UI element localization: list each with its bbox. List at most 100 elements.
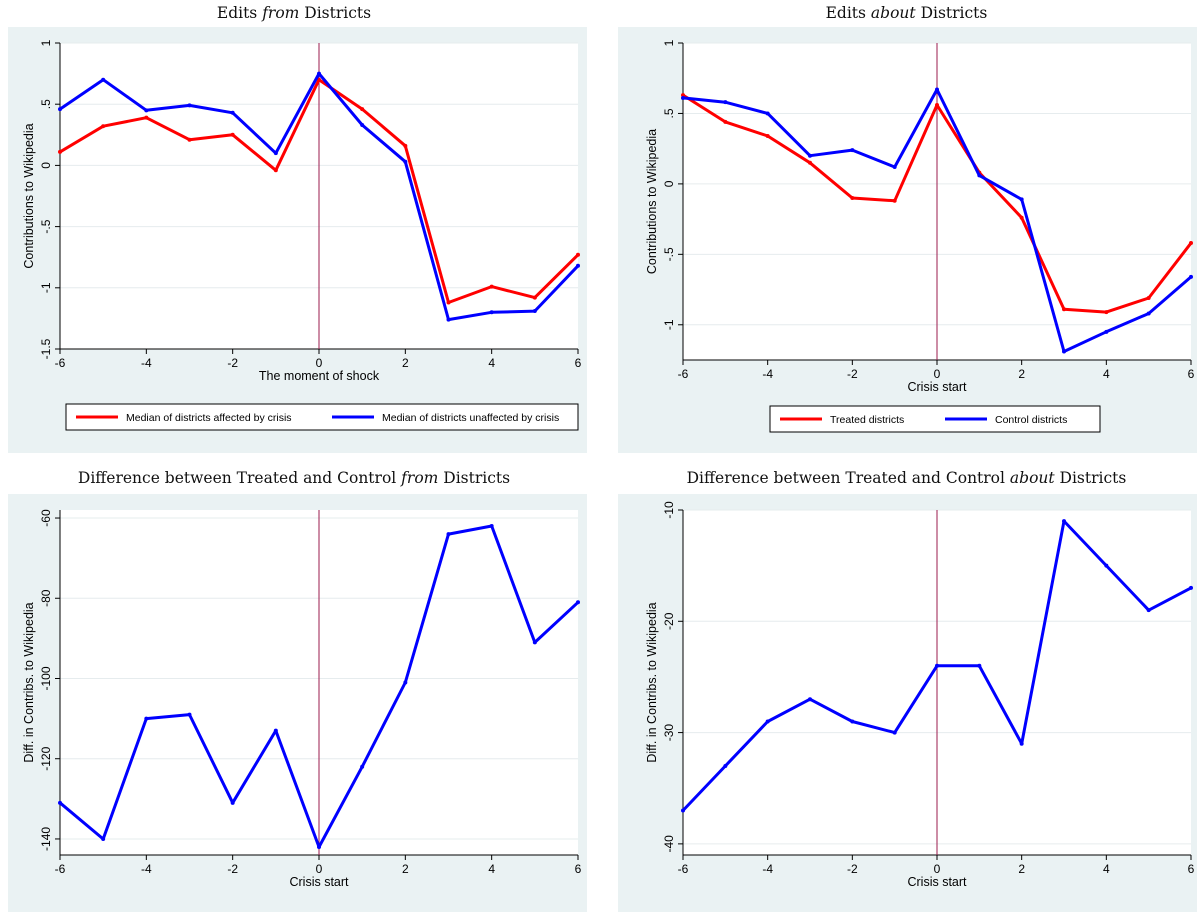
data-point	[58, 149, 62, 154]
data-point	[681, 95, 685, 100]
y-tick-label: -80	[39, 589, 53, 607]
data-point	[360, 107, 365, 112]
y-tick-label: 0	[662, 180, 676, 187]
data-point	[808, 153, 812, 158]
data-point	[1019, 215, 1024, 220]
y-tick-label: -1.5	[39, 338, 53, 359]
data-point	[101, 836, 106, 841]
data-point	[1062, 519, 1066, 524]
data-point	[144, 115, 149, 120]
data-point	[808, 697, 812, 702]
data-point	[850, 719, 855, 724]
legend-box	[65, 403, 579, 431]
y-tick-label: -.5	[39, 219, 53, 233]
data-point	[1019, 741, 1024, 746]
data-point	[723, 763, 728, 768]
data-point	[850, 148, 855, 153]
x-tick-label: 0	[934, 862, 941, 876]
x-tick-label: -4	[762, 862, 773, 876]
x-tick-label: 0	[934, 367, 941, 381]
chart-frame: -1 -.5 0 .5 1 -6 -4 -2 0 2 4 6 Crisis start Contribut…	[618, 27, 1197, 453]
chart-svg: -1.5 -1 -.5 0 .5 1 -6 -4 -2 0 2 4 6 The moment of sho…	[22, 39, 582, 431]
y-tick-label: -120	[39, 746, 53, 770]
y-axis-label: Diff. in Contribs. to Wikipedia	[22, 602, 36, 762]
y-axis-label: Contributions to Wikipedia	[22, 123, 36, 268]
y-tick-label: -10	[662, 501, 676, 519]
data-point	[230, 132, 235, 137]
x-tick-label: 2	[1018, 367, 1025, 381]
legend-label: Control districts	[995, 414, 1067, 426]
data-point	[977, 663, 982, 668]
y-tick-label: -40	[662, 835, 676, 853]
x-tick-label: 6	[575, 356, 582, 370]
x-tick-label: -6	[678, 862, 689, 876]
x-tick-label: 6	[575, 862, 582, 876]
x-tick-label: -6	[678, 367, 689, 381]
data-point	[489, 310, 494, 315]
data-point	[1062, 307, 1066, 312]
data-point	[273, 168, 278, 173]
chart-panel-about: Edits about Districts -1 -.5 0 .5 1 -6 -4 -2 0 2 4…	[610, 0, 1203, 455]
y-tick-label: 0	[39, 162, 53, 169]
legend-label: Median of districts unaffected by crisis	[382, 412, 559, 424]
legend-label: Treated districts	[830, 414, 904, 426]
data-point	[892, 730, 897, 735]
x-tick-label: -6	[55, 862, 66, 876]
data-point	[935, 102, 939, 107]
data-point	[403, 159, 408, 164]
x-tick-label: -4	[141, 356, 152, 370]
data-point	[360, 123, 365, 128]
x-axis-label: The moment of shock	[259, 369, 380, 383]
x-tick-label: 2	[402, 356, 409, 370]
y-tick-label: -20	[662, 612, 676, 630]
x-tick-label: -6	[55, 356, 66, 370]
data-point	[1104, 563, 1109, 568]
data-point	[532, 309, 537, 314]
chart-frame: -40 -30 -20 -10 -6 -4 -2 0 2 4 6 Crisis start Diff. …	[618, 494, 1197, 912]
data-point	[273, 151, 278, 156]
data-point	[723, 119, 728, 124]
data-point	[892, 164, 897, 169]
x-axis-label: Crisis start	[907, 875, 967, 889]
x-tick-label: -2	[847, 862, 858, 876]
data-point	[1019, 197, 1024, 202]
x-tick-label: -4	[141, 862, 152, 876]
y-tick-label: -1	[662, 319, 676, 330]
y-tick-label: 1	[662, 39, 676, 46]
data-point	[765, 111, 770, 116]
data-point	[1146, 608, 1151, 613]
data-point	[360, 764, 365, 769]
y-tick-label: .5	[39, 99, 53, 109]
y-tick-label: -1	[39, 282, 53, 293]
data-point	[446, 300, 451, 305]
data-point	[187, 137, 192, 142]
chart-frame: -140 -120 -100 -80 -60 -6 -4 -2 0 2 4 6 Crisis start…	[8, 494, 587, 912]
data-point	[977, 173, 982, 178]
legend-label: Median of districts affected by crisis	[126, 412, 292, 424]
chart-svg: -1 -.5 0 .5 1 -6 -4 -2 0 2 4 6 Crisis start Contribut…	[645, 39, 1195, 433]
data-point	[446, 317, 451, 322]
data-point	[101, 124, 106, 129]
y-tick-label: -60	[39, 509, 53, 527]
data-point	[403, 680, 408, 685]
x-tick-label: 4	[488, 356, 495, 370]
x-axis-label: Crisis start	[289, 875, 349, 889]
data-point	[1189, 585, 1193, 590]
data-point	[765, 719, 770, 724]
x-axis-label: Crisis start	[907, 380, 967, 394]
chart-title: Edits from Districts	[216, 4, 372, 22]
chart-title: Difference between Treated and Control a…	[686, 469, 1127, 487]
data-point	[403, 143, 408, 148]
x-tick-label: 0	[316, 862, 323, 876]
y-axis-label: Contributions to Wikipedia	[645, 129, 659, 274]
data-point	[935, 663, 939, 668]
data-point	[273, 728, 278, 733]
data-point	[230, 800, 235, 805]
chart-frame: -1.5 -1 -.5 0 .5 1 -6 -4 -2 0 2 4 6 The moment of sho…	[8, 27, 587, 453]
data-point	[723, 100, 728, 105]
x-tick-label: 4	[1103, 862, 1110, 876]
x-tick-label: 4	[1103, 367, 1110, 381]
y-tick-label: -140	[39, 827, 53, 851]
y-tick-label: 1	[39, 39, 53, 46]
